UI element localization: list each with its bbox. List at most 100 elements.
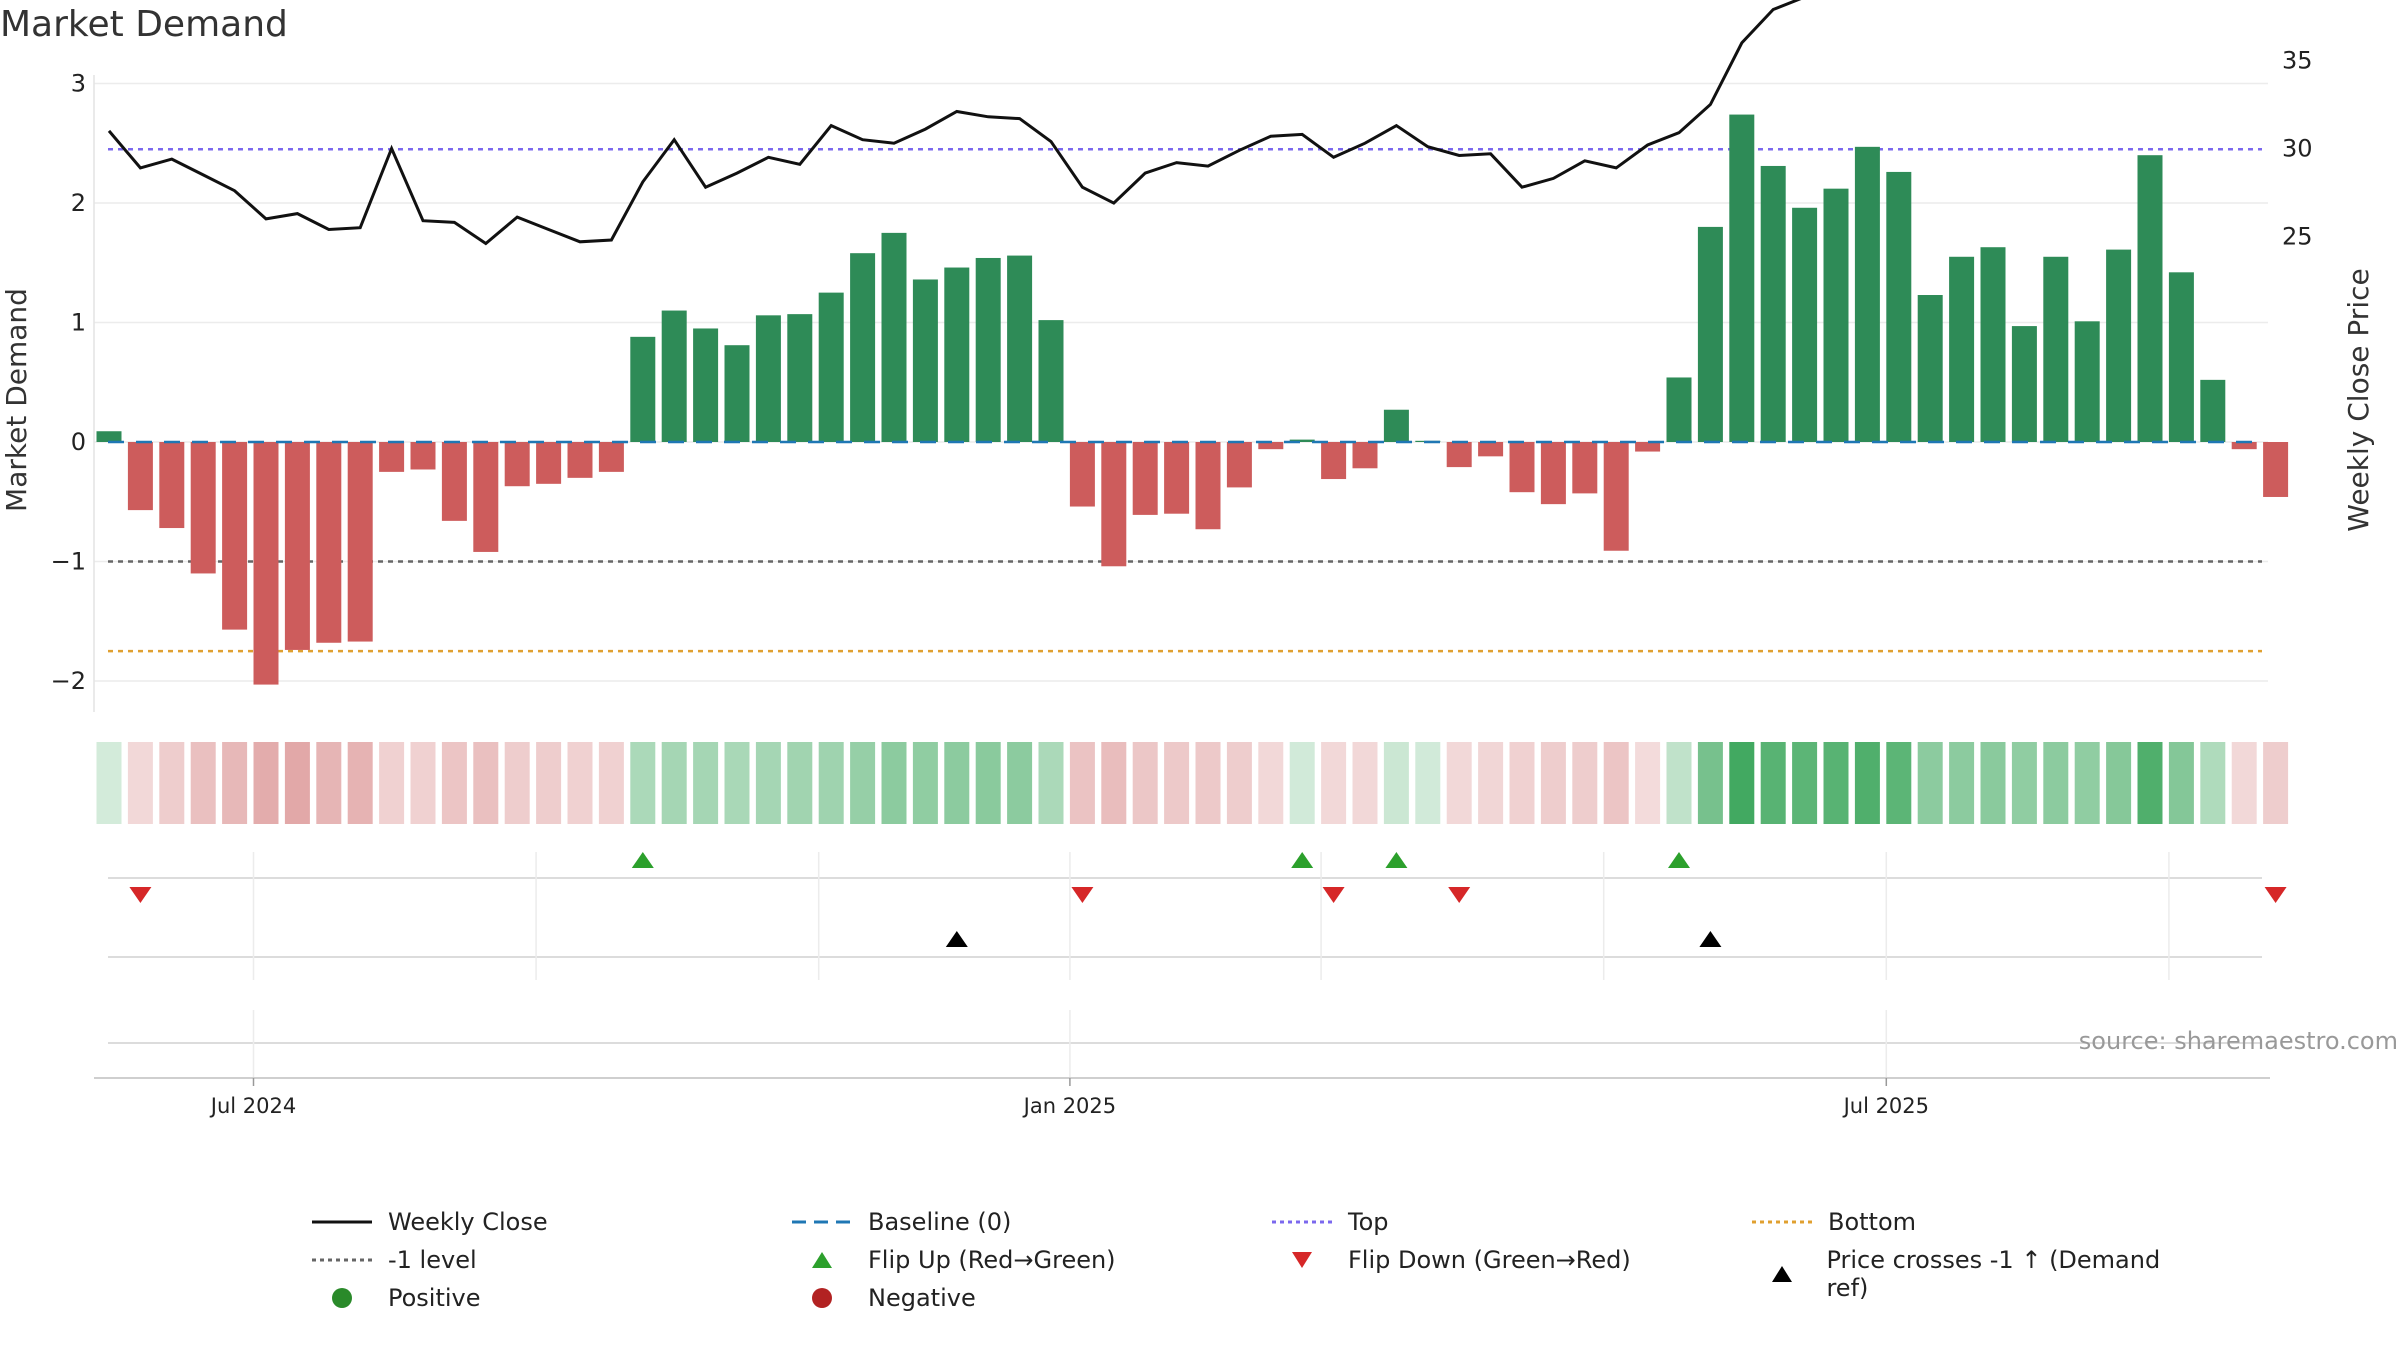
strip-cell (1132, 742, 1158, 824)
demand-bar (661, 310, 687, 442)
strip-cell (96, 742, 122, 824)
strip-cell (1886, 742, 1912, 824)
demand-bar (724, 345, 750, 442)
strip-cell (347, 742, 373, 824)
demand-bar (410, 442, 436, 470)
strip-cell (881, 742, 907, 824)
flip-down-marker (1071, 887, 1094, 903)
strip-cell (630, 742, 656, 824)
signal-rows (94, 852, 2270, 1079)
demand-bar (536, 442, 562, 484)
flip-up-marker (1668, 852, 1690, 868)
demand-bar (1823, 188, 1849, 442)
signal-markers (129, 852, 2287, 947)
strip-cell (1949, 742, 1975, 824)
legend-item-minus-one: -1 level (312, 1246, 477, 1274)
demand-bar (347, 442, 373, 642)
red-dot-icon (812, 1288, 832, 1308)
weekly-close-line (107, 0, 1802, 246)
strip-cell (1823, 742, 1849, 824)
black-up-triangle-icon (1772, 1266, 1792, 1282)
strip-cell (1729, 742, 1755, 824)
strip-cell (2263, 742, 2289, 824)
strip-cell (1383, 742, 1409, 824)
y2-tick-label: 25 (2282, 223, 2313, 251)
strip-cell (1666, 742, 1692, 824)
legend-item-flip-down: Flip Down (Green→Red) (1272, 1246, 1631, 1274)
legend-item-positive: Positive (312, 1284, 481, 1312)
strip-cell (284, 742, 310, 824)
strip-cell (1321, 742, 1347, 824)
demand-bar (1132, 442, 1158, 515)
strip-cell (159, 742, 185, 824)
demand-bar (881, 232, 907, 442)
demand-bar (1729, 114, 1755, 442)
demand-bar (1917, 295, 1943, 442)
strip-cell (598, 742, 624, 824)
legend-label: Baseline (0) (868, 1208, 1012, 1236)
x-tick-label: Jul 2025 (1842, 1094, 1929, 1118)
strip-cell (1854, 742, 1880, 824)
strip-cell (536, 742, 562, 824)
demand-bar (1478, 442, 1504, 457)
flip-down-marker (1322, 887, 1345, 903)
strip-cell (1917, 742, 1943, 824)
legend-item-top: Top (1272, 1208, 1389, 1236)
demand-bar (1383, 409, 1409, 442)
y-axis-title-left: Market Demand (0, 288, 33, 512)
demand-bar (1509, 442, 1535, 493)
price-cross-marker (945, 931, 968, 947)
legend-item-price-cross: Price crosses -1 ↑ (Demand ref) (1752, 1246, 2200, 1302)
strip-cell (1540, 742, 1566, 824)
demand-bar (1226, 442, 1252, 488)
reference-lines (108, 147, 2262, 653)
source-attribution: source: sharemaestro.com (2079, 1027, 2398, 1055)
flip-up-marker (1385, 852, 1408, 868)
demand-bar (567, 442, 593, 478)
demand-bar (2106, 249, 2132, 442)
strip-cell (1101, 742, 1127, 824)
demand-heat-strip (96, 742, 2289, 824)
legend-item-weekly-close: Weekly Close (312, 1208, 548, 1236)
y-tick-label: 2 (71, 189, 86, 217)
strip-cell (1226, 742, 1252, 824)
flip-down-marker (129, 887, 152, 903)
demand-bar (2231, 442, 2257, 450)
strip-cell (2231, 742, 2257, 824)
demand-bar (1666, 377, 1692, 442)
demand-bar (912, 279, 938, 442)
strip-cell (850, 742, 876, 824)
legend-label: Bottom (1828, 1208, 1917, 1236)
demand-bar (2011, 326, 2037, 442)
strip-cell (661, 742, 687, 824)
y2-tick-label: 30 (2282, 135, 2313, 163)
demand-bar (2200, 379, 2226, 442)
strip-cell (975, 742, 1001, 824)
x-tick-label: Jan 2025 (1022, 1094, 1117, 1118)
demand-bar (598, 442, 624, 472)
demand-bar (2168, 272, 2194, 442)
demand-bar (1572, 442, 1598, 494)
red-down-triangle-icon (1292, 1252, 1312, 1268)
demand-bar (1038, 320, 1064, 442)
demand-bar (693, 328, 719, 442)
strip-cell (127, 742, 153, 824)
y-tick-label: −2 (51, 667, 86, 695)
x-tick-label: Jul 2024 (209, 1094, 296, 1118)
strip-cell (222, 742, 248, 824)
x-axis-ticks: Jul 2024 Jan 2025 Jul 2025 (209, 1078, 1929, 1118)
strip-cell (787, 742, 813, 824)
demand-bar (1321, 442, 1347, 480)
demand-bar (1164, 442, 1190, 514)
strip-cell (473, 742, 499, 824)
strip-cell (1038, 742, 1064, 824)
demand-bar (253, 442, 279, 685)
strip-cell (724, 742, 750, 824)
green-up-triangle-icon (812, 1252, 832, 1268)
strip-cell (1352, 742, 1378, 824)
demand-bar (1258, 442, 1284, 450)
flip-up-marker (1291, 852, 1314, 868)
strip-cell (2011, 742, 2037, 824)
legend-item-flip-up: Flip Up (Red→Green) (792, 1246, 1116, 1274)
strip-cell (1446, 742, 1472, 824)
